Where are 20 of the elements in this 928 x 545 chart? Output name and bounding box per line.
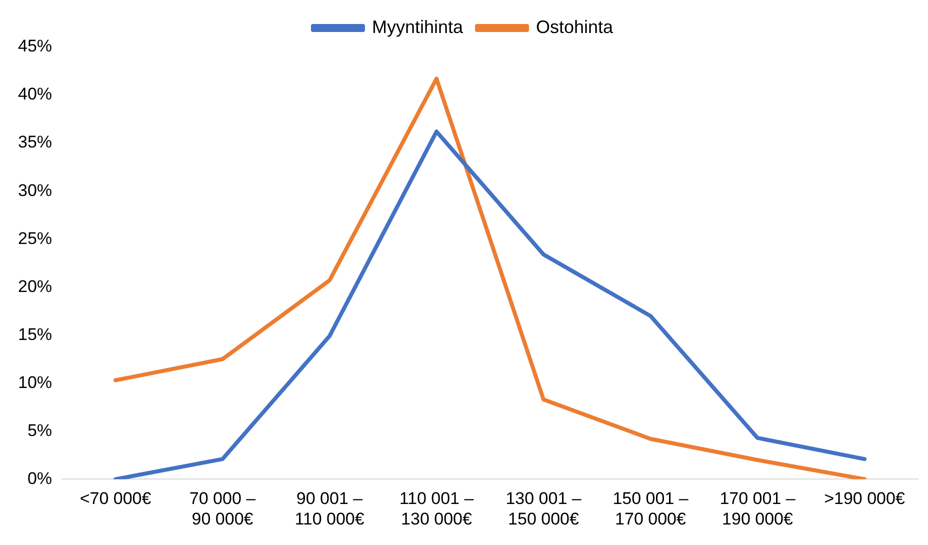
x-tick-label: <70 000€	[80, 489, 152, 508]
y-tick-label: 25%	[18, 228, 52, 248]
x-tick-label: 170 001 – 190 000€	[720, 489, 796, 528]
y-tick-label: 10%	[18, 372, 52, 392]
y-tick-label: 5%	[27, 420, 52, 440]
legend-label: Ostohinta	[536, 16, 614, 37]
y-tick-label: 15%	[18, 324, 52, 344]
x-tick-label: 90 001 – 110 000€	[294, 489, 365, 528]
y-tick-label: 35%	[18, 132, 52, 152]
legend-label: Myyntihinta	[372, 16, 464, 37]
y-tick-label: 30%	[18, 180, 52, 200]
y-tick-label: 45%	[18, 36, 52, 56]
y-tick-label: 40%	[18, 84, 52, 104]
x-tick-label: 130 001 – 150 000€	[506, 489, 582, 528]
x-tick-label: 110 001 – 130 000€	[399, 489, 474, 528]
x-tick-label: 70 000 – 90 000€	[189, 489, 256, 528]
y-tick-label: 0%	[27, 468, 52, 488]
x-tick-label: >190 000€	[824, 489, 906, 508]
y-tick-label: 20%	[18, 276, 52, 296]
x-tick-label: 150 001 – 170 000€	[612, 489, 689, 528]
